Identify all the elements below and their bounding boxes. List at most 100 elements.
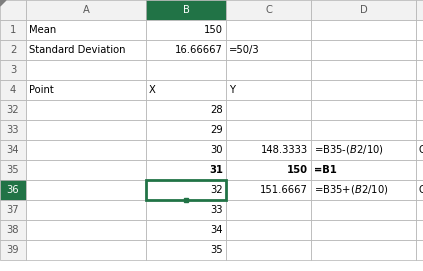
Bar (146, 60, 226, 80)
Text: Copy up: Copy up (419, 145, 423, 155)
Text: 37: 37 (7, 205, 19, 215)
Bar (26, 60, 146, 80)
Text: 3: 3 (10, 65, 16, 75)
Bar (226, 200, 311, 220)
Bar (311, 20, 416, 40)
Bar (146, 240, 226, 260)
Bar (146, 180, 226, 200)
Bar (0, 120, 26, 140)
Text: 35: 35 (210, 245, 223, 255)
Text: 33: 33 (211, 205, 223, 215)
Text: 29: 29 (210, 125, 223, 135)
Text: =50/3: =50/3 (229, 45, 260, 55)
Text: 32: 32 (210, 185, 223, 195)
Text: =B35-($B$2/10): =B35-($B$2/10) (314, 144, 384, 156)
Bar (0, 0, 26, 20)
Text: 38: 38 (7, 225, 19, 235)
Text: 32: 32 (7, 105, 19, 115)
Bar (0, 180, 26, 200)
Bar (226, 100, 311, 120)
Bar (146, 140, 226, 160)
Bar (0, 20, 26, 40)
Bar (416, 80, 423, 100)
Text: Mean: Mean (29, 25, 56, 35)
Bar (26, 40, 146, 60)
Text: 34: 34 (7, 145, 19, 155)
Bar (146, 120, 226, 140)
Bar (226, 140, 311, 160)
Bar (0, 60, 26, 80)
Bar (311, 0, 416, 20)
Text: C: C (265, 5, 272, 15)
Text: 36: 36 (7, 185, 19, 195)
Text: D: D (360, 5, 367, 15)
Text: 2: 2 (10, 45, 16, 55)
Bar (226, 0, 311, 20)
Bar (0, 140, 26, 160)
Text: 150: 150 (204, 25, 223, 35)
Bar (311, 100, 416, 120)
Bar (26, 20, 146, 40)
Text: X: X (149, 85, 156, 95)
Text: 28: 28 (210, 105, 223, 115)
Text: 35: 35 (7, 165, 19, 175)
Bar (226, 80, 311, 100)
Bar (226, 20, 311, 40)
Bar (416, 140, 423, 160)
Bar (416, 160, 423, 180)
Bar (0, 240, 26, 260)
Bar (26, 220, 146, 240)
Bar (416, 0, 423, 20)
Bar (0, 220, 26, 240)
Text: 1: 1 (10, 25, 16, 35)
Text: 150: 150 (287, 165, 308, 175)
Text: Point: Point (29, 85, 54, 95)
Bar (226, 240, 311, 260)
Bar (416, 220, 423, 240)
Text: 30: 30 (211, 145, 223, 155)
Bar (0, 100, 26, 120)
Text: B: B (183, 5, 190, 15)
Bar (311, 160, 416, 180)
Bar (26, 0, 146, 20)
Bar (416, 240, 423, 260)
Bar (311, 120, 416, 140)
Text: 32: 32 (210, 185, 223, 195)
Bar (226, 120, 311, 140)
Bar (416, 60, 423, 80)
Bar (311, 200, 416, 220)
Bar (146, 40, 226, 60)
Bar (311, 80, 416, 100)
Text: 39: 39 (7, 245, 19, 255)
Bar (146, 100, 226, 120)
Text: 148.3333: 148.3333 (261, 145, 308, 155)
Bar (416, 200, 423, 220)
Bar (146, 80, 226, 100)
Text: 151.6667: 151.6667 (260, 185, 308, 195)
Bar (26, 140, 146, 160)
Text: A: A (82, 5, 89, 15)
Bar (311, 180, 416, 200)
Bar (416, 20, 423, 40)
Bar (416, 40, 423, 60)
Bar (146, 0, 226, 20)
Bar (226, 60, 311, 80)
Bar (26, 80, 146, 100)
Bar (0, 200, 26, 220)
Bar (184, 198, 188, 202)
Bar (0, 160, 26, 180)
Bar (26, 200, 146, 220)
Bar (416, 120, 423, 140)
Bar (226, 160, 311, 180)
Bar (146, 200, 226, 220)
Bar (226, 40, 311, 60)
Bar (26, 100, 146, 120)
Text: Copy Down: Copy Down (419, 185, 423, 195)
Bar (26, 160, 146, 180)
Bar (0, 40, 26, 60)
Text: 34: 34 (211, 225, 223, 235)
Text: 31: 31 (209, 165, 223, 175)
Bar (146, 20, 226, 40)
Bar (0, 80, 26, 100)
Bar (26, 240, 146, 260)
